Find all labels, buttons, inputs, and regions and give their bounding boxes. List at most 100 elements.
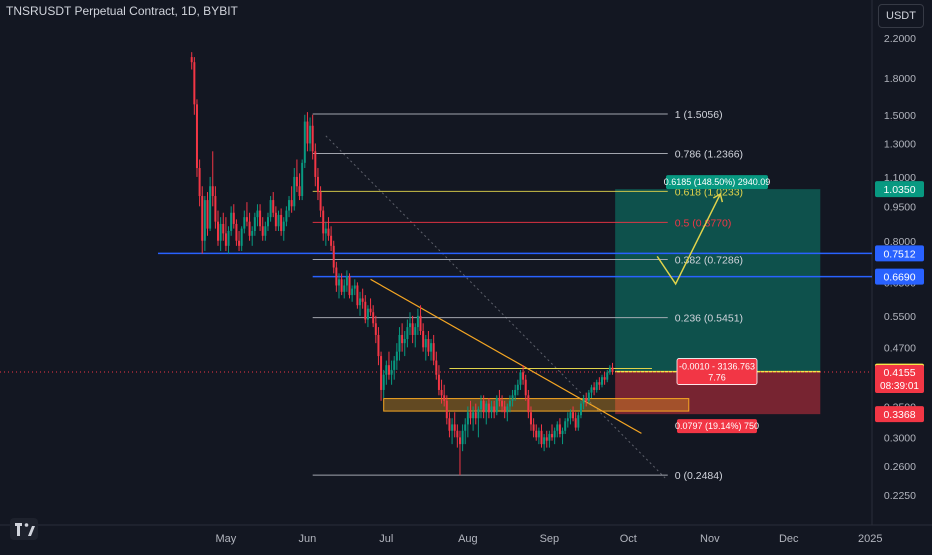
candle-body (385, 365, 388, 375)
logo-t-shape (15, 523, 22, 536)
candle-body (458, 437, 461, 445)
candle (477, 406, 480, 438)
candle (306, 112, 309, 152)
candle (419, 305, 422, 335)
candle-body (322, 210, 325, 234)
candle-body (587, 392, 590, 401)
candle-body (532, 424, 535, 431)
candle-body (445, 400, 448, 419)
candle (469, 400, 472, 425)
candle (437, 365, 440, 396)
candle (522, 365, 525, 385)
current-price-label-bg (875, 365, 924, 394)
candle (537, 427, 540, 445)
candle (430, 339, 433, 361)
candle (372, 305, 375, 328)
candle-body (230, 212, 233, 231)
candle-body (566, 418, 569, 422)
candle-body (482, 400, 485, 413)
candle-body (522, 372, 525, 380)
candle (574, 412, 577, 431)
candle (445, 395, 448, 425)
candle (227, 226, 230, 254)
candle (351, 285, 354, 302)
candle-body (256, 210, 259, 218)
candle (364, 295, 367, 324)
y-tick-label: 0.2600 (884, 461, 916, 473)
candle (359, 291, 362, 316)
y-tick-label: 0.4700 (884, 342, 916, 354)
candles-group (190, 52, 614, 476)
x-tick-label: Oct (620, 533, 637, 545)
candle-body (469, 412, 472, 419)
candle-body (516, 384, 519, 390)
candle-body (511, 395, 514, 401)
candle-body (456, 430, 459, 438)
chart-title: TNSRUSDT Perpetual Contract, 1D, BYBIT (6, 4, 238, 18)
candle-body (424, 339, 427, 348)
candle-body (477, 409, 480, 419)
candle (385, 360, 388, 385)
candle (600, 374, 603, 388)
candle-body (466, 412, 469, 425)
candle (480, 395, 483, 419)
candle (514, 384, 517, 401)
candle-body (248, 221, 251, 236)
price-axis-label-bg (875, 181, 924, 198)
candle (401, 323, 404, 352)
x-tick-label: Nov (700, 533, 720, 545)
candle-body (290, 200, 293, 207)
candle-body (348, 276, 351, 296)
candle-body (288, 200, 291, 211)
candle-body (335, 267, 338, 286)
candle-body (343, 285, 346, 292)
price-axis-label-text: 1.0350 (883, 184, 915, 196)
candle-body (490, 406, 493, 413)
candle (266, 212, 269, 231)
x-tick-label: Jul (379, 533, 393, 545)
fib-level-label: 0.5 (0.8770) (675, 217, 732, 229)
candle-body (274, 212, 277, 227)
candle (508, 395, 511, 413)
candle (337, 273, 340, 299)
candle-body (319, 192, 322, 211)
candle (548, 430, 551, 448)
candle (566, 412, 569, 428)
candle (390, 360, 393, 385)
y-tick-label: 2.2000 (884, 33, 916, 45)
logo-dot (24, 523, 29, 527)
candle (556, 421, 559, 438)
candle-body (543, 437, 546, 445)
candle (572, 406, 575, 422)
candle-body (280, 214, 283, 231)
candle (409, 312, 411, 335)
candle (232, 204, 235, 229)
candle-body (219, 223, 222, 241)
candle (511, 389, 514, 407)
candle-body (261, 226, 264, 236)
candle (516, 379, 519, 396)
candle-body (529, 412, 532, 425)
candle-body (427, 339, 430, 352)
currency-button[interactable]: USDT (878, 4, 924, 28)
candle (240, 226, 243, 252)
x-tick-label: 2025 (858, 533, 882, 545)
candle (353, 279, 356, 296)
candle (319, 186, 322, 218)
candle (243, 210, 246, 234)
candle (585, 392, 588, 407)
candle (458, 430, 461, 476)
candle-body (430, 343, 433, 352)
candle (343, 279, 346, 299)
candle (406, 319, 409, 348)
candle-body (193, 62, 196, 105)
candle-body (393, 360, 396, 370)
candle-body (485, 403, 488, 413)
candle (282, 217, 285, 241)
candle-body (540, 430, 543, 445)
candle (551, 424, 554, 441)
candle-body (561, 430, 564, 435)
candle-body (251, 230, 254, 236)
